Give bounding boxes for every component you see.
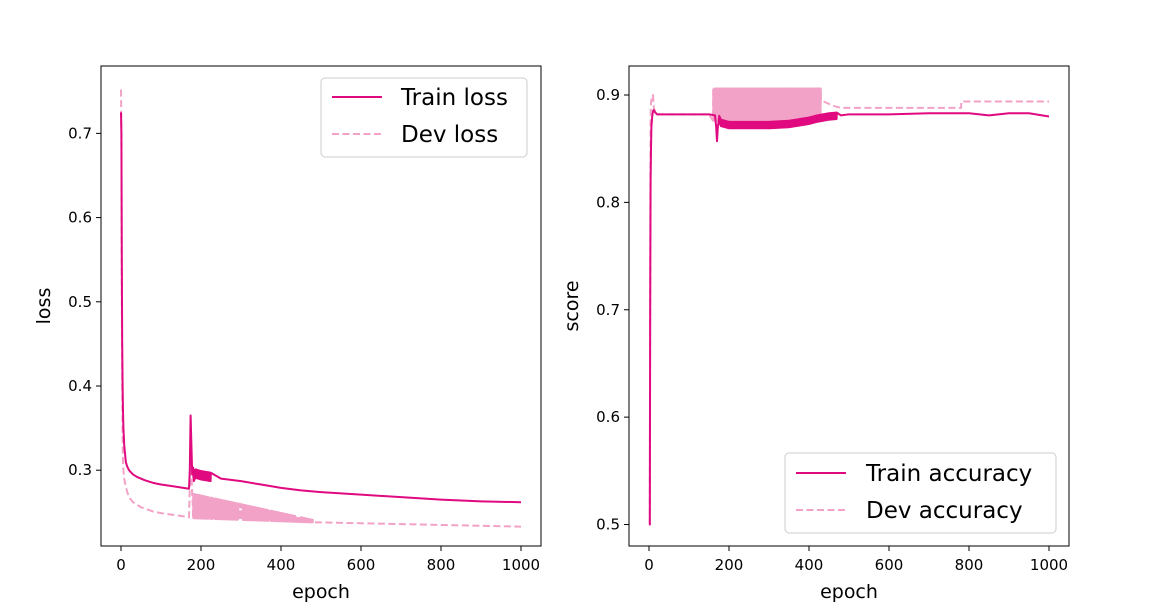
score-series-train-line bbox=[648, 109, 1050, 526]
score-x-tick-label: 400 bbox=[795, 556, 824, 574]
loss-axis-ticks: 0 200 400 600 800 1000 0.3 0.4 0.5 0.6 0.7 bbox=[68, 124, 540, 574]
loss-x-axis-label: epoch bbox=[292, 581, 350, 603]
score-x-axis-label: epoch bbox=[820, 581, 878, 603]
score-y-tick-label: 0.9 bbox=[596, 86, 620, 104]
score-legend-box bbox=[784, 452, 1057, 534]
score-x-tick-label: 800 bbox=[955, 556, 984, 574]
loss-x-tick-label: 0 bbox=[116, 556, 126, 574]
loss-x-tick-label: 400 bbox=[267, 556, 296, 574]
score-plot-lines bbox=[648, 87, 1050, 526]
loss-x-tick-label: 1000 bbox=[502, 556, 540, 574]
loss-legend: Train loss Dev loss bbox=[320, 77, 528, 158]
loss-y-tick-label: 0.7 bbox=[68, 124, 92, 142]
loss-y-tick-label: 0.6 bbox=[68, 209, 92, 227]
loss-y-tick-label: 0.3 bbox=[68, 461, 92, 479]
score-series-dev-line bbox=[648, 87, 1049, 526]
loss-series-train-line bbox=[120, 112, 522, 504]
loss-chart: 0 200 400 600 800 1000 0.3 0.4 0.5 0.6 0.7 epoch l… bbox=[33, 65, 542, 603]
score-y-tick-label: 0.6 bbox=[596, 408, 620, 426]
score-axis-ticks: 0 200 400 600 800 1000 0.5 0.6 0.7 0.8 0.9 bbox=[596, 86, 1068, 574]
score-y-tick-label: 0.5 bbox=[596, 516, 620, 534]
score-y-axis-label: score bbox=[561, 280, 583, 331]
loss-plot-lines bbox=[120, 89, 522, 528]
legend-dev-accuracy-label: Dev accuracy bbox=[866, 498, 1023, 524]
score-axes-frame bbox=[628, 65, 1070, 547]
loss-series-dev-line bbox=[120, 89, 522, 528]
score-x-tick-label: 600 bbox=[875, 556, 904, 574]
loss-y-tick-label: 0.5 bbox=[68, 293, 92, 311]
score-x-tick-label: 1000 bbox=[1030, 556, 1068, 574]
score-chart: 0 200 400 600 800 1000 0.5 0.6 0.7 0.8 0.9 epoch s… bbox=[561, 65, 1070, 603]
loss-y-tick-label: 0.4 bbox=[68, 377, 92, 395]
legend-dev-loss-label: Dev loss bbox=[401, 122, 498, 148]
score-y-tick-label: 0.8 bbox=[596, 193, 620, 211]
loss-y-axis-label: loss bbox=[33, 288, 55, 325]
loss-x-tick-label: 200 bbox=[187, 556, 216, 574]
legend-train-accuracy-label: Train accuracy bbox=[865, 461, 1032, 487]
loss-x-tick-label: 800 bbox=[427, 556, 456, 574]
score-x-tick-label: 0 bbox=[644, 556, 654, 574]
loss-x-tick-label: 600 bbox=[347, 556, 376, 574]
score-x-tick-label: 200 bbox=[715, 556, 744, 574]
loss-axes-frame bbox=[100, 65, 542, 547]
legend-train-loss-label: Train loss bbox=[400, 85, 508, 111]
score-legend: Train accuracy Dev accuracy bbox=[784, 452, 1057, 534]
score-y-tick-label: 0.7 bbox=[596, 301, 620, 319]
